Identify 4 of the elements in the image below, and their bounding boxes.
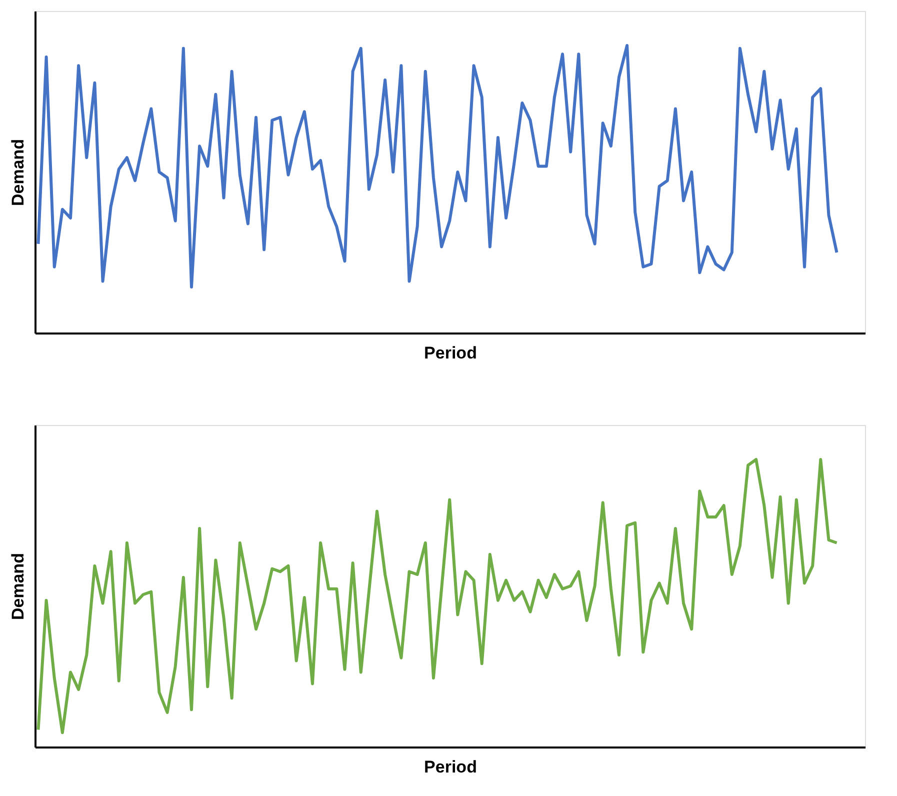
- y-axis-title: Demand: [8, 138, 28, 206]
- x-axis-title: Period: [424, 758, 477, 776]
- y-axis-title: Demand: [8, 552, 28, 620]
- x-axis-title: Period: [424, 344, 477, 362]
